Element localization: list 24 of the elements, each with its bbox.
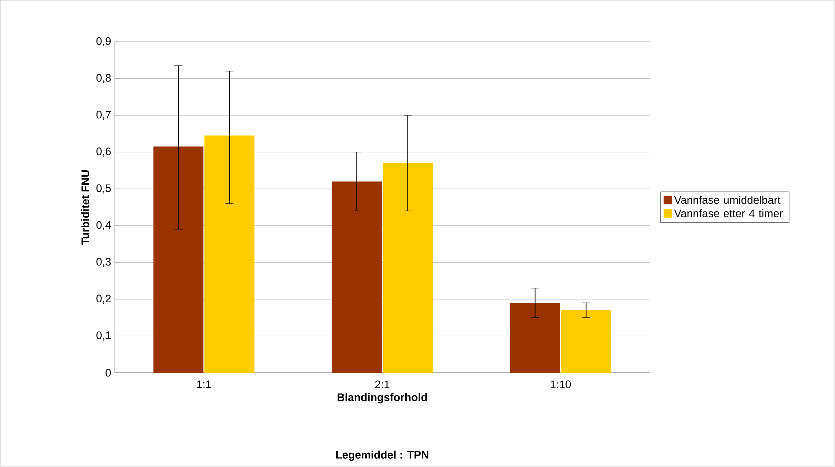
bar [510,303,560,373]
legend-label: Vannfase umiddelbart [674,196,781,204]
y-tick-label: 0,8 [96,74,112,84]
bar [561,310,612,373]
x-tick-label: 2:1 [375,380,390,388]
x-axis-title: Blandingsforhold [338,393,428,404]
bar [332,182,382,373]
y-tick-label: 0,5 [96,184,112,194]
bar [383,163,434,373]
y-axis-title: Turbiditet FNU [81,170,90,245]
bar [154,146,204,373]
y-tick-label: 0,4 [96,221,112,230]
x-tick-label: 1:10 [551,380,572,389]
y-tick-label: 0,2 [96,294,111,304]
y-tick-label: 0,6 [96,148,112,157]
legend-label: Vannfase etter 4 timer [674,209,784,218]
y-tick-label: 0,9 [96,37,111,47]
y-tick-label: 0 [106,369,112,377]
x-tick-label: 1:1 [197,380,212,388]
y-tick-label: 0,7 [96,111,111,120]
y-tick-label: 0,3 [96,258,112,268]
text: Legemiddel : TPN [336,450,429,462]
bar [204,136,255,373]
y-tick-label: 0,1 [96,332,111,341]
